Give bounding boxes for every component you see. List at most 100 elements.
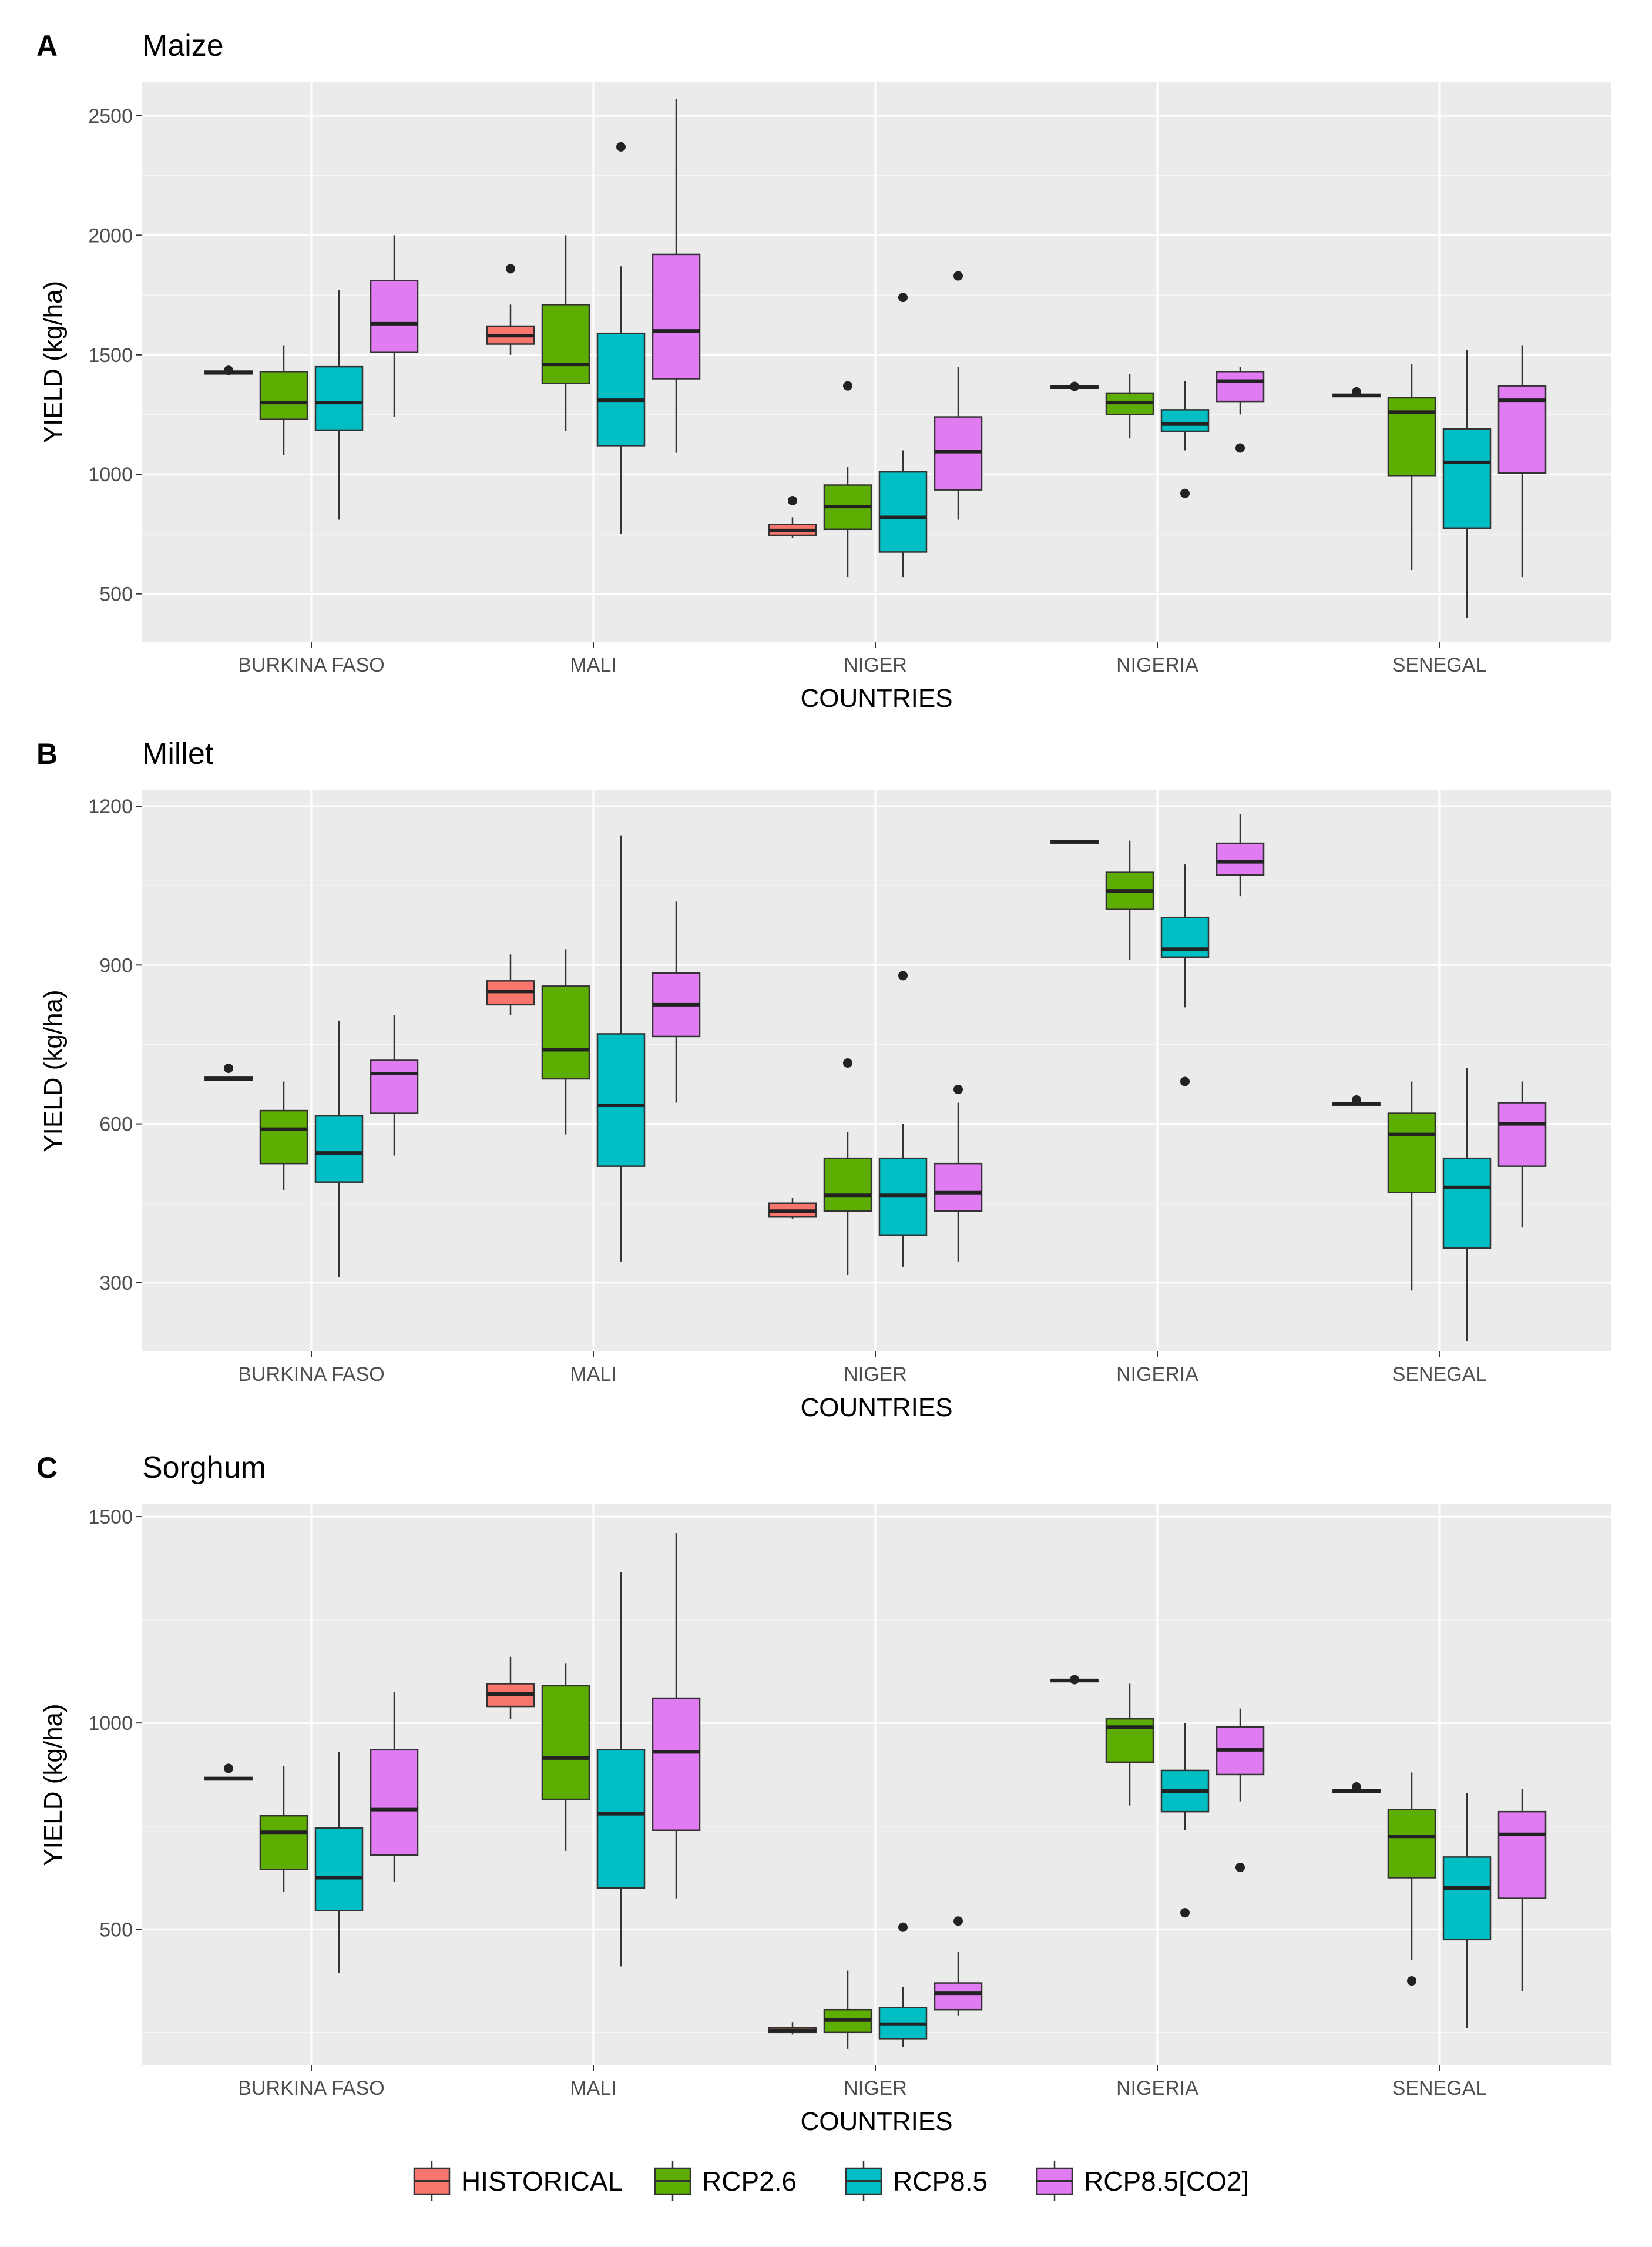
box-rcp8-5-mali [596, 835, 646, 1262]
outlier-point [1180, 1076, 1190, 1086]
y-tick-label: 600 [99, 1114, 133, 1136]
box-body [1216, 371, 1265, 403]
box-historical-burkina-faso [204, 365, 253, 375]
box-body [541, 985, 590, 1080]
panel-letter: C [36, 1451, 58, 1484]
legend-item-historical: HISTORICAL [413, 2161, 623, 2201]
box-historical-mali [486, 1656, 535, 1719]
box-rcp2-6-niger [823, 1058, 872, 1275]
outlier-point [953, 1085, 963, 1095]
box-historical-burkina-faso [204, 1763, 253, 1781]
y-tick-label: 1500 [88, 1506, 133, 1528]
y-axis-title: YIELD (kg/ha) [39, 281, 68, 443]
box-historical-nigeria [1050, 1675, 1099, 1685]
y-tick-label: 500 [99, 1919, 133, 1941]
box-body [652, 1697, 701, 1831]
box-rcp8-5-burkina-faso [314, 290, 364, 520]
box-rcp2-6-burkina-faso [259, 345, 308, 455]
x-tick-label: BURKINA FASO [238, 1363, 384, 1386]
panel-title: Millet [142, 737, 214, 771]
box-body [1387, 1809, 1436, 1879]
box-body [259, 1109, 308, 1165]
box-historical-nigeria [1050, 840, 1099, 844]
box-body [541, 304, 590, 384]
box-rcp8-5-burkina-faso [314, 1752, 364, 1973]
outlier-point [616, 142, 626, 152]
box-body [1387, 1112, 1436, 1193]
y-tick-label: 2000 [88, 224, 133, 247]
box-body [1497, 1102, 1547, 1167]
y-tick-label: 1000 [88, 1712, 133, 1735]
legend-label: RCP2.6 [702, 2166, 797, 2196]
panel-millet: B Millet 300 600 900 1200 BURKINA FASO MALI NIGE… [36, 737, 1611, 1422]
box-rcp8-5-co2-niger [934, 271, 983, 520]
box-body [370, 1749, 419, 1856]
box-rcp8-5-niger [878, 1922, 928, 2047]
box-rcp2-6-mali [541, 949, 590, 1135]
box-body [314, 365, 364, 431]
box-historical-senegal [1332, 1095, 1381, 1106]
box-body [370, 280, 419, 353]
box-rcp8-5-co2-burkina-faso [370, 1015, 419, 1156]
box-rcp8-5-co2-senegal [1497, 1081, 1547, 1228]
x-tick-label: MALI [570, 2077, 616, 2100]
box-body [823, 1157, 872, 1212]
box-historical-senegal [1332, 387, 1381, 398]
outlier-point [224, 365, 233, 375]
box-body [934, 416, 983, 491]
plot-background [142, 82, 1611, 642]
x-tick-label: NIGER [844, 2077, 907, 2100]
outlier-point [1235, 1862, 1245, 1872]
box-body [934, 1982, 983, 2011]
box-rcp8-5-co2-nigeria [1216, 1708, 1265, 1872]
panel-letter: B [36, 737, 58, 770]
box-rcp8-5-co2-nigeria [1216, 367, 1265, 453]
x-tick-label: SENEGAL [1392, 654, 1487, 676]
box-rcp8-5-co2-burkina-faso [370, 1692, 419, 1882]
box-historical-niger [768, 495, 817, 538]
panel-title: Maize [142, 29, 224, 63]
x-tick-label: BURKINA FASO [238, 2077, 384, 2100]
x-tick-label: NIGERIA [1116, 2077, 1198, 2100]
box-rcp2-6-mali [541, 1663, 590, 1851]
x-tick-label: NIGER [844, 1363, 907, 1386]
legend-item-rcp8-5: RCP8.5 [845, 2161, 988, 2201]
y-tick-label: 500 [99, 583, 133, 606]
box-rcp8-5-senegal [1442, 350, 1492, 618]
box-body [1442, 1157, 1492, 1249]
outlier-point [1352, 387, 1361, 397]
box-rcp8-5-co2-senegal [1497, 345, 1547, 578]
outlier-point [898, 971, 908, 981]
outlier-point [224, 1763, 233, 1773]
box-rcp8-5-co2-burkina-faso [370, 235, 419, 417]
y-tick-label: 1200 [88, 796, 133, 818]
y-tick-label: 1000 [88, 464, 133, 486]
box-body [1442, 1856, 1492, 1941]
box-rcp2-6-burkina-faso [259, 1766, 308, 1893]
box-body [934, 1162, 983, 1212]
box-rcp8-5-mali [596, 142, 646, 534]
box-body [1160, 409, 1210, 432]
box-body [314, 1827, 364, 1911]
x-tick-label: NIGER [844, 654, 907, 676]
plot-background [142, 1504, 1611, 2065]
box-body [370, 1059, 419, 1114]
outlier-point [224, 1063, 233, 1073]
outlier-point [788, 495, 797, 505]
box-rcp8-5-senegal [1442, 1068, 1492, 1341]
panel-letter: A [36, 29, 58, 62]
box-body [1387, 397, 1436, 477]
box-rcp8-5-co2-mali [652, 901, 701, 1103]
box-rcp8-5-niger [878, 293, 928, 578]
outlier-point [898, 293, 908, 303]
box-body [1160, 916, 1210, 958]
x-axis-title: COUNTRIES [800, 1393, 952, 1422]
x-tick-label: BURKINA FASO [238, 654, 384, 676]
box-body [259, 1815, 308, 1870]
box-rcp8-5-co2-niger [934, 1085, 983, 1262]
box-body [1442, 428, 1492, 529]
box-body [878, 471, 928, 553]
x-tick-label: NIGERIA [1116, 654, 1198, 676]
box-rcp8-5-senegal [1442, 1793, 1492, 2028]
x-axis-title: COUNTRIES [800, 684, 952, 713]
